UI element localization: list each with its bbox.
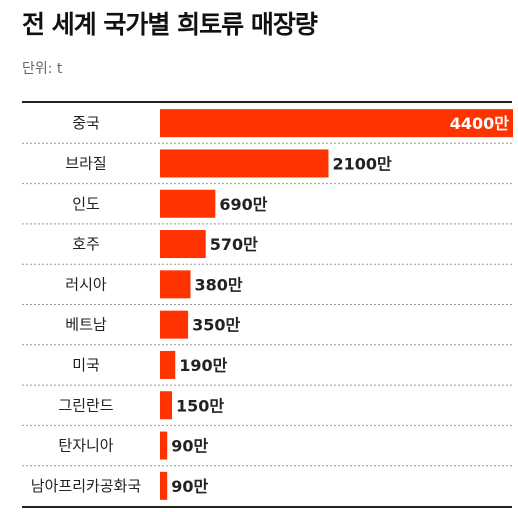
category-label: 미국 — [72, 356, 100, 374]
value-label: 90만 — [171, 437, 208, 456]
chart-title: 전 세계 국가별 희토류 매장량 — [22, 10, 318, 39]
bar — [160, 431, 168, 460]
category-label: 인도 — [72, 195, 100, 213]
category-label: 베트남 — [65, 316, 107, 334]
category-label: 중국 — [72, 114, 100, 132]
value-label: 570만 — [210, 235, 258, 254]
category-label: 그린란드 — [58, 396, 113, 414]
value-label: 90만 — [171, 477, 208, 496]
value-label: 4400만 — [450, 114, 510, 133]
category-label: 탄자니아 — [58, 437, 113, 455]
bottom-rule — [22, 506, 512, 508]
bar — [160, 350, 176, 379]
value-label: 380만 — [194, 275, 242, 294]
value-label: 190만 — [179, 356, 227, 375]
category-label: 남아프리카공화국 — [31, 477, 142, 495]
category-label: 러시아 — [65, 275, 107, 293]
unit-label: 단위: t — [22, 61, 63, 77]
bar — [160, 189, 216, 218]
bar — [160, 310, 189, 339]
bar — [160, 270, 191, 299]
value-label: 690만 — [219, 195, 267, 214]
bar — [160, 109, 513, 138]
value-label: 150만 — [176, 396, 224, 415]
bar — [160, 391, 173, 420]
value-label: 2100만 — [332, 154, 392, 173]
bar — [160, 149, 329, 178]
category-label: 호주 — [72, 235, 100, 253]
value-label: 350만 — [192, 316, 240, 335]
category-label: 브라질 — [65, 154, 106, 172]
top-rule — [22, 101, 512, 103]
bar — [160, 471, 168, 500]
bar — [160, 230, 206, 259]
